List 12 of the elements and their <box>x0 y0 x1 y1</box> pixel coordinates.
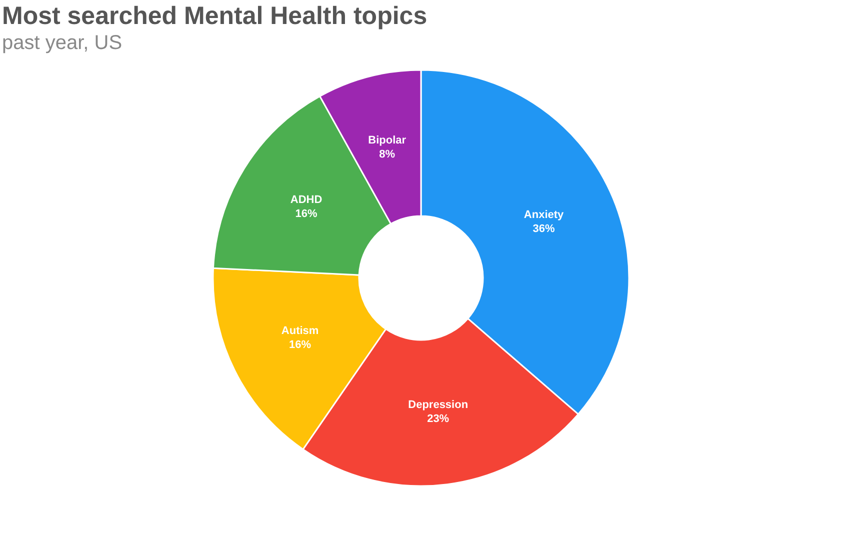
data-label: 8% <box>379 148 396 160</box>
data-label: 16% <box>295 208 318 220</box>
chart-title: Most searched Mental Health topics <box>2 2 428 30</box>
slice-label: Anxiety <box>524 208 565 221</box>
slice-label: Autism <box>281 324 319 337</box>
data-label: 16% <box>289 338 312 351</box>
data-label: 23% <box>427 412 450 425</box>
data-label: 36% <box>532 222 556 235</box>
chart-subtitle: past year, US <box>2 32 122 54</box>
slice-label: Depression <box>408 398 468 411</box>
slice-label: ADHD <box>290 194 322 206</box>
slice-label: Bipolar <box>368 134 407 146</box>
